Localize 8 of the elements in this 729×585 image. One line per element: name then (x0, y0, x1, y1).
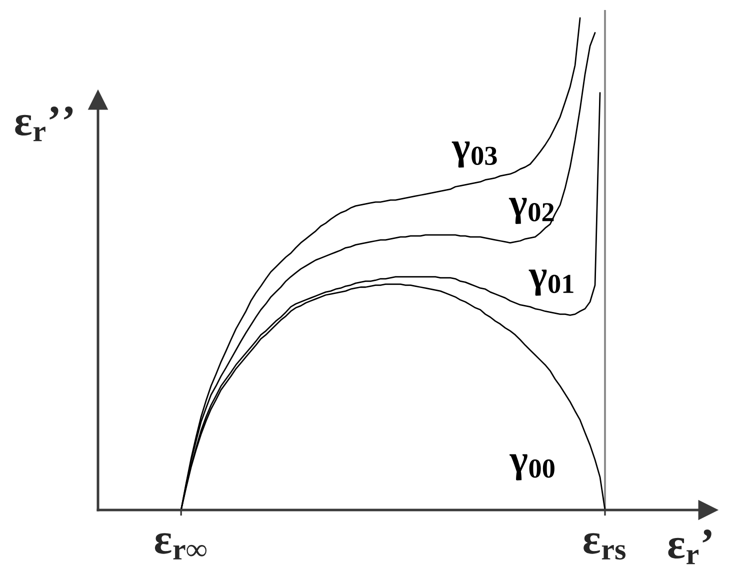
x-tick-label: ε$_{rs}$ (584, 533, 626, 560)
series-label: γ$_{02}$ (508, 198, 554, 224)
y-axis-title: ε$_{r}$’’ (15, 106, 73, 142)
series-label: γ$_{00}$ (510, 454, 554, 480)
x-tick-label: ε$_{r∞}$ (154, 533, 206, 560)
series-label: γ$_{01}$ (528, 270, 574, 296)
series-label: γ$_{03}$ (452, 142, 497, 168)
x-axis-title: ε$_{r}$’ (668, 530, 712, 564)
